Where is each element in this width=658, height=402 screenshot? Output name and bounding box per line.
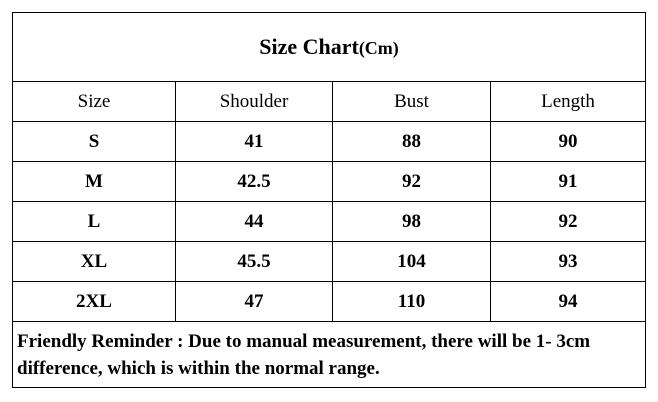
data-cell: 104 bbox=[332, 241, 491, 282]
data-cell: M bbox=[12, 161, 176, 202]
header-cell: Length bbox=[489, 81, 647, 122]
data-row: XL 45.5 104 93 bbox=[12, 241, 647, 282]
data-cell: 47 bbox=[175, 281, 333, 322]
data-cell: 93 bbox=[489, 241, 647, 282]
data-row: L 44 98 92 bbox=[12, 201, 647, 242]
header-cell: Bust bbox=[332, 81, 491, 122]
data-cell: L bbox=[12, 201, 176, 242]
data-cell: 98 bbox=[332, 201, 491, 242]
data-cell: 110 bbox=[332, 281, 491, 322]
data-cell: 41 bbox=[175, 121, 333, 162]
data-row: M 42.5 92 91 bbox=[12, 161, 647, 202]
table-body: Size Chart(Cm) Size Shoulder Bust Length S 41… bbox=[11, 12, 647, 388]
data-cell: 94 bbox=[489, 281, 647, 322]
title-cell: Size Chart(Cm) bbox=[11, 12, 647, 82]
header-cell: Shoulder bbox=[175, 81, 333, 122]
title: Size Chart bbox=[259, 34, 359, 59]
data-cell: 91 bbox=[489, 161, 647, 202]
data-cell: 2XL bbox=[12, 281, 176, 322]
unit: (Cm) bbox=[358, 38, 399, 58]
size-chart-table: Size Chart(Cm) Size Shoulder Bust Length S 41… bbox=[11, 12, 647, 388]
data-cell: 42.5 bbox=[175, 161, 333, 202]
data-row: 2XL 47 110 94 bbox=[12, 281, 647, 322]
data-cell: S bbox=[12, 121, 176, 162]
header-row: Size Shoulder Bust Length bbox=[12, 81, 647, 122]
data-row: S 41 88 90 bbox=[12, 121, 647, 162]
data-cell: 92 bbox=[489, 201, 647, 242]
note: Friendly Reminder : Due to manual measur… bbox=[11, 321, 647, 388]
data-cell: 92 bbox=[332, 161, 491, 202]
data-cell: XL bbox=[12, 241, 176, 282]
note-row: Friendly Reminder : Due to manual measur… bbox=[11, 321, 647, 388]
data-cell: 45.5 bbox=[175, 241, 333, 282]
data-cell: 44 bbox=[175, 201, 333, 242]
header-cell: Size bbox=[12, 81, 176, 122]
data-cell: 88 bbox=[332, 121, 491, 162]
data-cell: 90 bbox=[489, 121, 647, 162]
title-row: Size Chart(Cm) bbox=[11, 12, 647, 82]
